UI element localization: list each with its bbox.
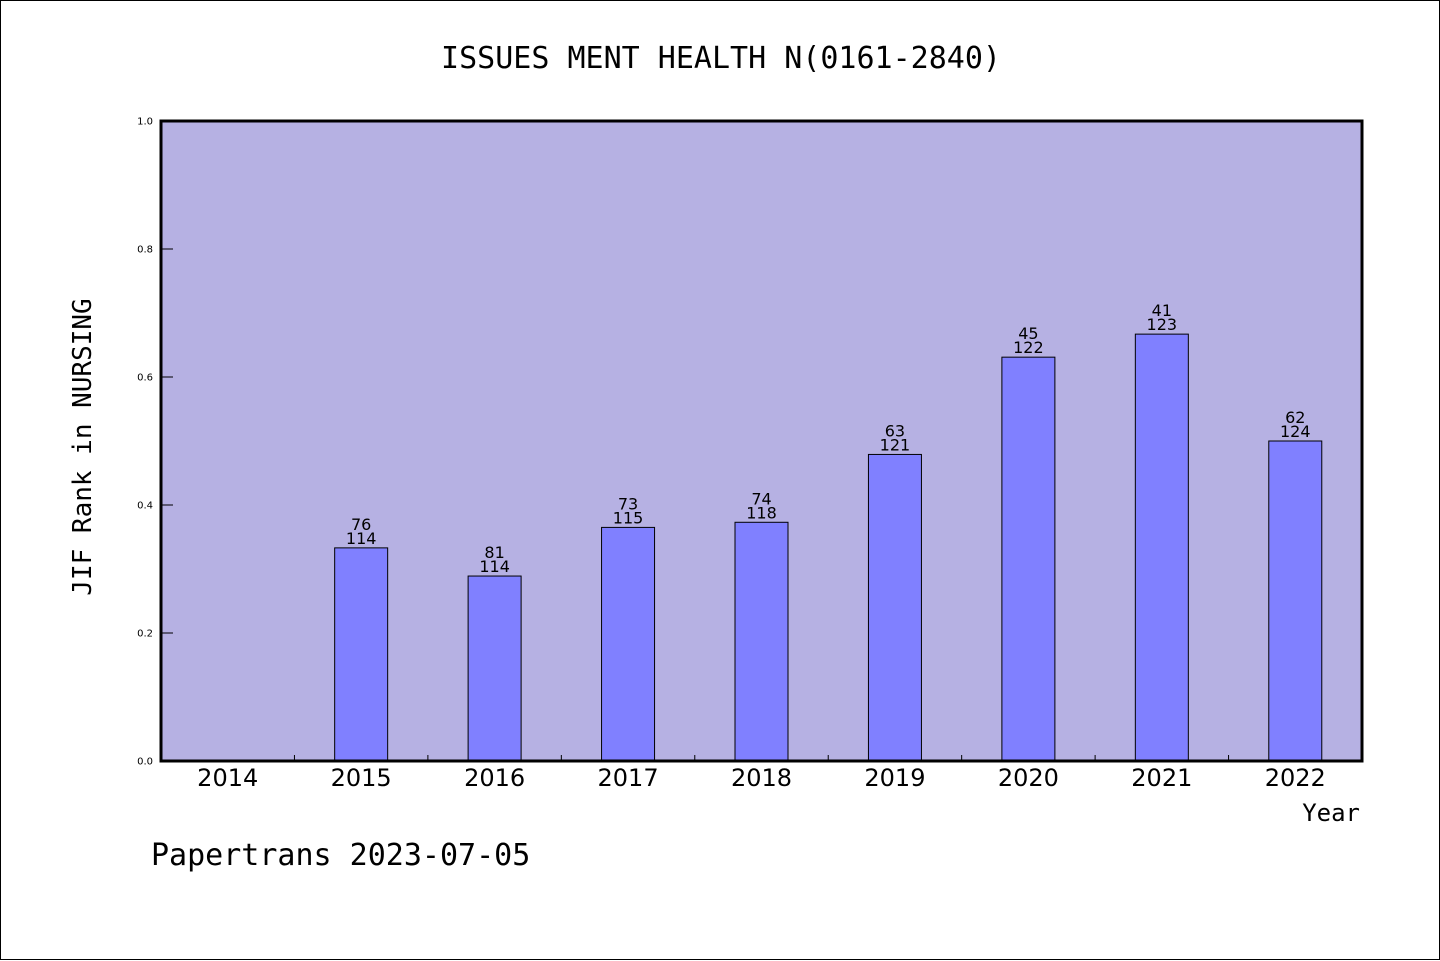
bar-rank-label: 63: [885, 421, 905, 440]
x-tick-label: 2021: [1131, 764, 1192, 792]
bar-total-label: 124: [1280, 422, 1311, 441]
bar-total-label: 114: [479, 557, 510, 576]
bar: [1268, 440, 1323, 762]
bar-rank-label: 74: [751, 489, 771, 508]
y-tick-label: 1.0: [137, 117, 153, 128]
bar: [467, 575, 522, 762]
bar-rank-label: 81: [484, 543, 504, 562]
x-axis-label: Year: [1302, 799, 1360, 827]
y-tick-label: 0.6: [137, 373, 153, 384]
bar-rank-label: 73: [618, 494, 638, 513]
bar-rank-label: 41: [1152, 301, 1172, 320]
bar-rank-label: 62: [1285, 408, 1305, 427]
plot-frame: [159, 119, 1364, 763]
bar-total-label: 123: [1147, 315, 1178, 334]
bar-total-label: 115: [613, 508, 644, 527]
y-tick-label: 0.2: [137, 629, 153, 640]
footer-watermark: Papertrans 2023-07-05: [151, 838, 530, 873]
y-tick-label: 0.4: [137, 501, 153, 512]
bar: [734, 521, 789, 762]
x-tick-label: 2017: [598, 764, 659, 792]
x-tick-label: 2018: [731, 764, 792, 792]
bar-rank-label: 76: [351, 515, 371, 534]
x-tick-label: 2022: [1265, 764, 1326, 792]
x-axis-ticks: 2014 2015 2016 2017 2018 2019 2020 2021 2022: [197, 755, 1326, 792]
bar: [334, 547, 389, 762]
bar: [1134, 333, 1189, 762]
bar-total-label: 121: [880, 435, 911, 454]
y-tick-label: 0.0: [137, 757, 153, 768]
bar: [601, 526, 656, 762]
bar-total-label: 122: [1013, 338, 1044, 357]
bar-total-label: 118: [746, 503, 777, 522]
x-tick-label: 2014: [197, 764, 258, 792]
x-tick-label: 2020: [998, 764, 1059, 792]
x-tick-label: 2015: [331, 764, 392, 792]
bar-total-label: 114: [346, 529, 377, 548]
bar: [867, 453, 922, 762]
y-axis-label: JIF Rank in NURSING: [68, 298, 98, 595]
bar: [1001, 356, 1056, 762]
chart-title: ISSUES MENT HEALTH N(0161-2840): [441, 41, 1001, 76]
y-tick-label: 0.8: [137, 245, 153, 256]
bar-rank-label: 45: [1018, 324, 1038, 343]
x-tick-label: 2019: [864, 764, 925, 792]
x-tick-label: 2016: [464, 764, 525, 792]
